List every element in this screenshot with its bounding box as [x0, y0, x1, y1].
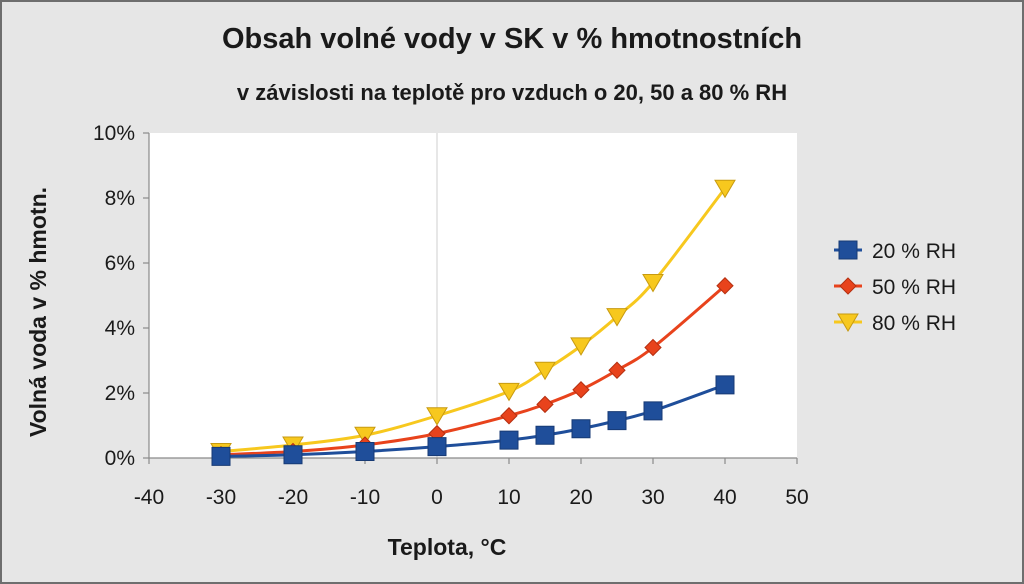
data-point-50-rh	[608, 361, 626, 379]
x-tick-label: 30	[641, 486, 664, 509]
x-axis-title: Teplota, °C	[388, 534, 507, 560]
x-tick-label: 20	[569, 486, 592, 509]
data-point-20-rh	[607, 411, 627, 431]
y-tick-label: 0%	[105, 447, 135, 470]
y-axis-title: Volná voda v % hmotn.	[25, 187, 51, 437]
chart-subtitle: v závislosti na teplotě pro vzduch o 20,…	[237, 80, 787, 105]
chart-title: Obsah volné vody v SK v % hmotnostních	[222, 23, 802, 55]
x-tick-label: -10	[350, 486, 380, 509]
legend-label: 50 % RH	[872, 276, 956, 299]
legend-label: 20 % RH	[872, 240, 956, 263]
y-tick-label: 10%	[93, 122, 135, 145]
data-point-50-rh	[644, 338, 662, 357]
data-point-50-rh	[536, 395, 554, 414]
x-tick-label: 50	[785, 486, 808, 509]
legend-marker-20-rh	[838, 240, 858, 260]
x-tick-label: -20	[278, 486, 308, 509]
series-line-20-rh	[220, 383, 726, 458]
y-tick-label: 6%	[105, 252, 135, 275]
legend-marker-80-rh	[837, 313, 859, 332]
data-point-20-rh	[211, 446, 231, 466]
data-point-80-rh	[606, 308, 628, 327]
data-point-50-rh	[500, 407, 518, 425]
data-point-80-rh	[426, 407, 448, 426]
data-point-20-rh	[535, 425, 555, 445]
x-tick-label: 40	[713, 486, 736, 509]
data-point-80-rh	[354, 426, 376, 446]
series-line-50-rh	[220, 284, 726, 457]
data-point-20-rh	[643, 401, 663, 421]
data-point-80-rh	[498, 382, 520, 402]
data-point-20-rh	[427, 437, 447, 457]
data-point-80-rh	[714, 179, 736, 199]
data-point-80-rh	[570, 337, 592, 356]
legend-marker-50-rh	[839, 277, 857, 295]
y-tick-label: 2%	[105, 382, 135, 405]
data-point-20-rh	[499, 430, 519, 450]
series-line-80-rh	[220, 187, 727, 453]
x-tick-label: -30	[206, 486, 236, 509]
data-point-80-rh	[534, 361, 556, 381]
data-point-20-rh	[283, 445, 303, 465]
legend: 20 % RH 50 % RH 80 % RH	[834, 240, 956, 335]
legend-label: 80 % RH	[872, 312, 956, 335]
data-point-80-rh	[642, 274, 664, 293]
axis-layer: -40 -30 -20 -10 0 10 20 30 40 50 0% 2% 4% 6% 8% 10%	[93, 122, 809, 509]
data-point-20-rh	[571, 419, 591, 439]
plot-area	[149, 133, 797, 458]
y-tick-label: 4%	[105, 317, 135, 340]
x-tick-label: 10	[497, 486, 520, 509]
series-layer	[210, 179, 736, 466]
y-tick-label: 8%	[105, 187, 135, 210]
data-point-20-rh	[715, 375, 735, 395]
data-point-50-rh	[716, 277, 734, 295]
data-point-50-rh	[572, 381, 590, 399]
x-tick-label: 0	[431, 486, 443, 509]
data-point-20-rh	[355, 442, 375, 461]
x-tick-label: -40	[134, 486, 164, 509]
